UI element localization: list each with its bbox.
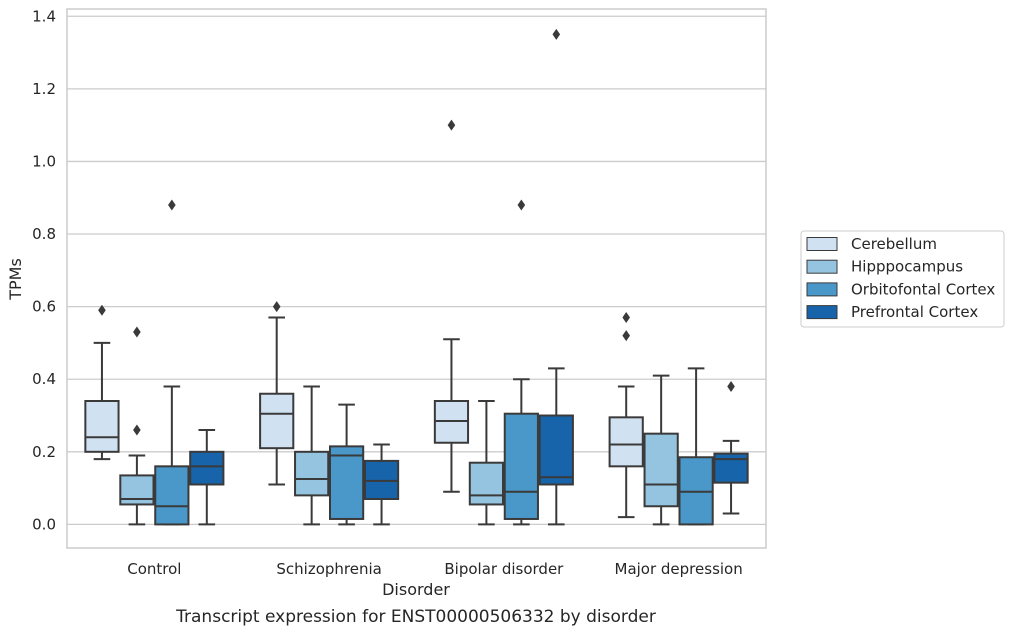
plot-frame [66,8,767,549]
outlier-point [727,380,735,392]
box-body [503,412,539,520]
outlier-point [272,301,281,313]
box-body [643,432,679,508]
box-body [294,450,330,497]
y-axis-title: TPMs [6,258,25,301]
box-body [119,474,155,506]
box-body [154,465,190,526]
box-prefrontal-cortex [538,28,574,526]
legend-swatch [806,259,838,274]
x-tick-label: Bipolar disorder [444,560,564,578]
legend-frame [800,230,1005,328]
outlier-point [168,199,176,211]
legend-swatch [806,305,838,320]
box-hipppocampus [643,374,679,526]
y-tick-label: 0.4 [32,370,56,388]
y-tick-labels: 0.0 0.2 0.4 0.6 0.8 1.0 1.2 1.4 [32,7,56,533]
chart-caption: Transcript expression for ENST0000050633… [175,607,656,627]
legend-swatch [806,237,838,251]
box-body [84,400,120,453]
box-body [608,416,644,468]
box-orbitofontal-cortex [678,367,714,526]
y-tick-label: 1.2 [32,80,56,98]
outlier-point [133,326,141,338]
x-tick-labels: Control Schizophrenia Bipolar disorder Majo… [127,560,742,578]
legend-swatch [806,282,838,297]
y-tick-label: 1.0 [32,152,56,170]
box-cerebellum [608,312,644,519]
x-axis-title: Disorder [382,580,450,599]
x-tick-label: Major depression [615,560,743,578]
outlier-point [552,28,561,40]
box-body [538,414,574,486]
outlier-point [517,199,526,211]
legend-label: Prefrontal Cortex [851,303,978,321]
box-body [189,450,225,486]
box-orbitofontal-cortex [328,403,365,526]
outlier-point [622,312,630,324]
box-prefrontal-cortex [713,380,749,515]
legend-label: Orbitofontal Cortex [851,280,995,298]
box-hipppocampus [468,400,505,526]
box-body [259,392,295,450]
box-cerebellum [259,301,295,486]
box-hipppocampus [119,326,155,526]
box-orbitofontal-cortex [154,199,190,526]
outlier-point [133,424,141,436]
outlier-point [447,119,456,131]
y-tick-label: 1.4 [32,7,56,25]
outlier-point [98,304,106,316]
gridlines [67,15,766,526]
x-tick-label: Schizophrenia [276,560,381,578]
box-series [84,28,749,526]
legend-label: Cerebellum [851,235,937,253]
box-hipppocampus [294,385,330,526]
legend-label: Hipppocampus [851,258,963,276]
box-cerebellum [433,119,470,493]
outlier-point [622,330,630,342]
y-tick-label: 0.2 [32,443,56,461]
box-body [468,461,505,506]
box-body [713,452,749,484]
box-orbitofontal-cortex [503,199,539,526]
box-cerebellum [84,304,120,461]
y-tick-label: 0.8 [32,225,56,243]
box-prefrontal-cortex [189,429,225,526]
box-prefrontal-cortex [363,443,400,526]
legend: Cerebellum Hipppocampus Orbitofontal Corte… [800,230,1005,328]
y-tick-label: 0.6 [32,298,56,316]
box-body [328,445,365,520]
x-tick-label: Control [127,560,181,578]
y-tick-label: 0.0 [32,515,56,533]
